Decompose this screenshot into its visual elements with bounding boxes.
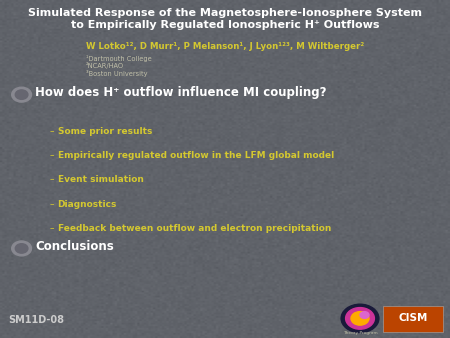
Text: SM11D-08: SM11D-08 — [8, 315, 64, 325]
Circle shape — [360, 312, 369, 318]
Text: CISM: CISM — [398, 313, 428, 323]
Text: Feedback between outflow and electron precipitation: Feedback between outflow and electron pr… — [58, 224, 331, 233]
Circle shape — [15, 90, 28, 99]
Text: Theory Program: Theory Program — [343, 331, 377, 335]
Text: ²NCAR/HAO: ²NCAR/HAO — [86, 62, 124, 69]
Text: ¹Dartmouth College: ¹Dartmouth College — [86, 55, 151, 62]
Text: –: – — [50, 175, 54, 185]
Text: How does H⁺ outflow influence MI coupling?: How does H⁺ outflow influence MI couplin… — [35, 86, 327, 99]
Circle shape — [12, 87, 32, 102]
Text: Simulated Response of the Magnetosphere-Ionosphere System: Simulated Response of the Magnetosphere-… — [28, 8, 422, 19]
Text: Event simulation: Event simulation — [58, 175, 144, 185]
Text: Conclusions: Conclusions — [35, 240, 114, 253]
Text: –: – — [50, 200, 54, 209]
Circle shape — [351, 312, 369, 325]
Text: –: – — [50, 127, 54, 136]
Text: Some prior results: Some prior results — [58, 127, 152, 136]
Text: –: – — [50, 151, 54, 160]
Circle shape — [12, 241, 32, 256]
Text: ³Boston University: ³Boston University — [86, 70, 147, 77]
Circle shape — [15, 244, 28, 253]
Text: to Empirically Regulated Ionospheric H⁺ Outflows: to Empirically Regulated Ionospheric H⁺ … — [71, 20, 379, 30]
Text: –: – — [50, 224, 54, 233]
FancyBboxPatch shape — [383, 306, 443, 332]
Text: Diagnostics: Diagnostics — [58, 200, 117, 209]
Text: Empirically regulated outflow in the LFM global model: Empirically regulated outflow in the LFM… — [58, 151, 334, 160]
Circle shape — [346, 308, 374, 329]
Circle shape — [341, 304, 379, 333]
Text: W Lotko¹², D Murr¹, P Melanson¹, J Lyon¹²³, M Wiltberger²: W Lotko¹², D Murr¹, P Melanson¹, J Lyon¹… — [86, 42, 364, 51]
